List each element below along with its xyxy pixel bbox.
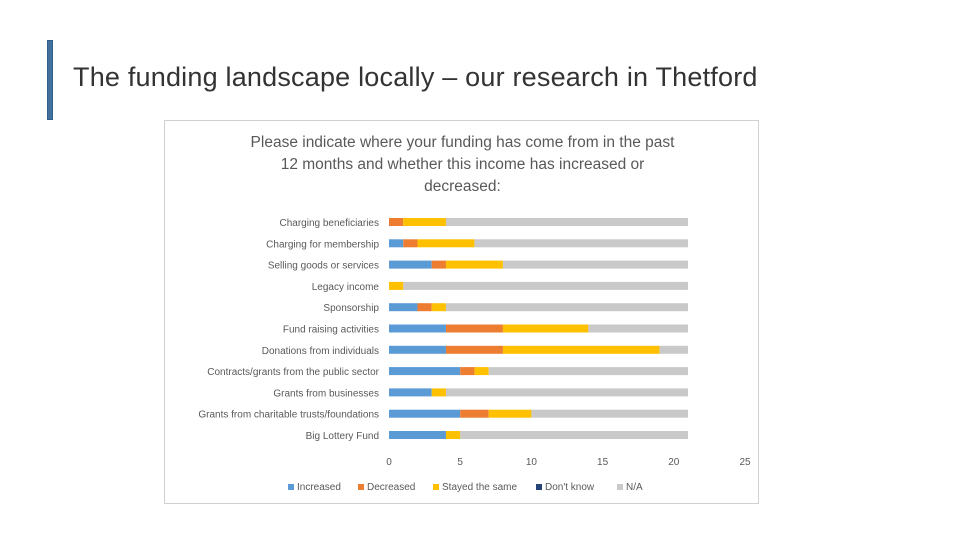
chart-title: Please indicate where your funding has c…	[210, 132, 715, 198]
bar-stayed-the-same-fund-raising-activities	[502, 324, 589, 333]
legend-swatch-n-a	[617, 484, 623, 490]
bar-decreased-contracts-grants-from-the-public-sector	[460, 367, 475, 376]
bar-decreased-fund-raising-activities	[445, 324, 503, 333]
bar-n-a-big-lottery-fund	[460, 431, 689, 439]
bar-decreased-grants-from-charitable-trusts-foundations	[460, 409, 489, 418]
bar-increased-charging-for-membership	[389, 239, 404, 248]
x-tick-label-20: 20	[668, 457, 680, 468]
bar-decreased-sponsorship	[417, 303, 432, 312]
legend-label-stayed-the-same: Stayed the same	[442, 482, 517, 493]
bar-increased-grants-from-charitable-trusts-foundations	[389, 409, 461, 418]
x-tick-label-25: 25	[739, 457, 751, 468]
bar-increased-grants-from-businesses	[389, 388, 432, 397]
legend-swatch-increased	[288, 484, 294, 490]
category-label-selling-goods-or-services: Selling goods or services	[268, 261, 379, 272]
chart-title-line-1: Please indicate where your funding has c…	[250, 134, 675, 151]
bar-increased-selling-goods-or-services	[389, 260, 432, 269]
bar-decreased-selling-goods-or-services	[431, 260, 446, 269]
bar-stayed-the-same-donations-from-individuals	[502, 345, 660, 354]
bar-n-a-grants-from-charitable-trusts-foundations	[531, 409, 689, 418]
category-label-charging-beneficiaries: Charging beneficiaries	[279, 218, 379, 229]
bar-n-a-contracts-grants-from-the-public-sector	[488, 367, 689, 376]
legend-swatch-stayed-the-same	[433, 484, 439, 490]
category-label-grants-from-charitable-trusts-foundations: Grants from charitable trusts/foundation…	[198, 410, 379, 421]
chart-title-line-3: decreased:	[424, 178, 501, 195]
category-label-contracts-grants-from-the-public-sector: Contracts/grants from the public sector	[207, 367, 379, 378]
category-label-grants-from-businesses: Grants from businesses	[273, 388, 379, 399]
slide-title: The funding landscape locally – our rese…	[73, 62, 758, 92]
bar-n-a-charging-beneficiaries	[445, 218, 689, 226]
legend-swatch-don-t-know	[536, 484, 542, 490]
bar-stayed-the-same-legacy-income	[389, 281, 404, 290]
bar-decreased-donations-from-individuals	[445, 345, 503, 354]
x-tick-label-15: 15	[597, 457, 609, 468]
bar-stayed-the-same-grants-from-businesses	[431, 388, 446, 397]
bar-decreased-charging-beneficiaries	[389, 218, 404, 226]
bar-stayed-the-same-charging-for-membership	[417, 239, 475, 248]
legend-label-n-a: N/A	[626, 482, 643, 493]
bar-stayed-the-same-selling-goods-or-services	[445, 260, 503, 269]
chart-title-line-2: 12 months and whether this income has in…	[280, 156, 645, 173]
bar-n-a-selling-goods-or-services	[502, 260, 689, 269]
legend-label-decreased: Decreased	[367, 482, 415, 493]
bar-increased-contracts-grants-from-the-public-sector	[389, 367, 461, 376]
chart-frame	[164, 120, 759, 504]
x-tick-label-0: 0	[386, 457, 392, 468]
bar-increased-fund-raising-activities	[389, 324, 446, 333]
title-accent-bar	[47, 40, 53, 120]
bar-decreased-charging-for-membership	[403, 239, 418, 248]
category-label-donations-from-individuals: Donations from individuals	[262, 346, 379, 357]
bar-n-a-sponsorship	[445, 303, 689, 312]
category-label-big-lottery-fund: Big Lottery Fund	[306, 431, 379, 442]
category-label-fund-raising-activities: Fund raising activities	[283, 325, 379, 336]
category-label-charging-for-membership: Charging for membership	[266, 239, 379, 250]
legend-label-don-t-know: Don't know	[545, 482, 595, 493]
bar-increased-sponsorship	[389, 303, 418, 312]
bar-stayed-the-same-contracts-grants-from-the-public-sector	[474, 367, 489, 376]
bar-increased-big-lottery-fund	[389, 431, 446, 439]
legend-swatch-decreased	[358, 484, 364, 490]
legend-label-increased: Increased	[297, 482, 341, 493]
bar-increased-donations-from-individuals	[389, 345, 446, 354]
bar-stayed-the-same-charging-beneficiaries	[403, 218, 446, 226]
bar-n-a-fund-raising-activities	[588, 324, 689, 333]
category-label-sponsorship: Sponsorship	[323, 303, 379, 314]
x-tick-label-10: 10	[526, 457, 538, 468]
bar-stayed-the-same-sponsorship	[431, 303, 446, 312]
bar-n-a-grants-from-businesses	[445, 388, 689, 397]
bar-n-a-legacy-income	[403, 281, 689, 290]
x-tick-label-5: 5	[457, 457, 463, 468]
category-label-legacy-income: Legacy income	[312, 282, 380, 293]
bar-stayed-the-same-grants-from-charitable-trusts-foundations	[488, 409, 532, 418]
bar-stayed-the-same-big-lottery-fund	[445, 431, 461, 439]
bar-n-a-donations-from-individuals	[659, 345, 689, 354]
bar-n-a-charging-for-membership	[474, 239, 689, 248]
